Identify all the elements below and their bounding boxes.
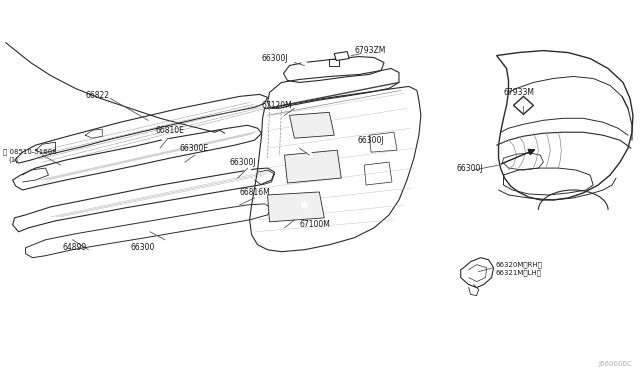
Text: (1): (1) [9, 157, 19, 163]
Circle shape [303, 64, 311, 73]
Polygon shape [513, 96, 533, 114]
Text: 66300J: 66300J [230, 158, 257, 167]
Circle shape [207, 157, 212, 163]
Polygon shape [284, 150, 341, 183]
Circle shape [301, 202, 307, 208]
Polygon shape [334, 52, 349, 61]
Text: 67120M: 67120M [262, 101, 292, 110]
Circle shape [301, 62, 308, 69]
Text: 66822: 66822 [85, 91, 109, 100]
Polygon shape [289, 112, 334, 138]
Text: 66300E: 66300E [180, 144, 209, 153]
Polygon shape [268, 192, 324, 222]
Text: 66810E: 66810E [155, 126, 184, 135]
Text: 66300: 66300 [130, 243, 154, 252]
Text: 66816M: 66816M [239, 189, 271, 198]
Text: 66300J: 66300J [262, 54, 288, 63]
Text: 66321M〈LH〉: 66321M〈LH〉 [495, 269, 541, 276]
Circle shape [162, 135, 168, 141]
Text: 64899: 64899 [63, 243, 86, 252]
Text: 6793ZM: 6793ZM [354, 46, 385, 55]
Text: 66320M〈RH〉: 66320M〈RH〉 [495, 262, 543, 268]
Circle shape [162, 169, 168, 175]
Circle shape [244, 167, 251, 173]
Circle shape [307, 152, 312, 158]
Text: J660000C: J660000C [598, 361, 632, 367]
Text: Ⓢ 08510-51608: Ⓢ 08510-51608 [3, 149, 56, 155]
Text: 67100M: 67100M [300, 220, 330, 229]
Text: 66300J: 66300J [357, 136, 384, 145]
Text: 66300J: 66300J [457, 164, 483, 173]
Text: 67933M: 67933M [504, 88, 534, 97]
